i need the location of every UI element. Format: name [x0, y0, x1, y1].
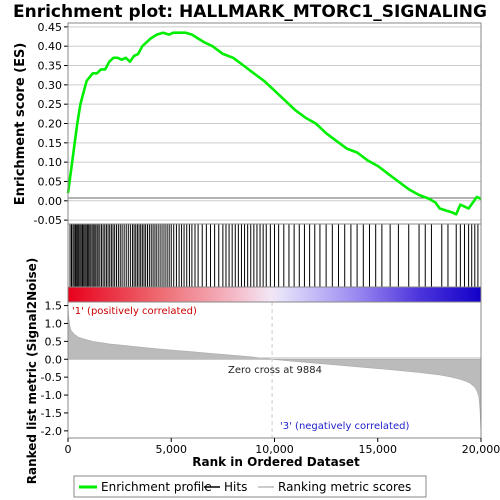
zero-cross-label: Zero cross at 9884	[228, 365, 322, 376]
ranking-x-ticks: 0 5,000 10,000 15,000 20,000	[65, 438, 500, 456]
ranking-y-axis-label: Ranked list metric (Signal2Noise)	[25, 258, 39, 485]
legend-box	[73, 475, 427, 498]
es-gridlines	[68, 26, 481, 221]
es-tick-label: 0.15	[38, 137, 63, 150]
positive-correlation-label: '1' (positively correlated)	[72, 306, 197, 317]
es-tick-label: 0.35	[38, 60, 63, 73]
es-tick-label: 0.45	[38, 21, 63, 34]
ranking-tick-label: 0.0	[45, 353, 63, 366]
ranking-tick-label: -1.5	[41, 407, 62, 420]
ranking-tick-label: 0.5	[45, 335, 63, 348]
ranking-panel: 1.5 1.0 0.5 0.0 -0.5 -1.0 -1.5 -2.0 0 5,000 10,00…	[25, 258, 500, 485]
es-tick-label: 0.10	[38, 156, 63, 169]
es-tick-label: 0.00	[38, 195, 63, 208]
hits-panel	[67, 223, 482, 288]
es-y-axis-label: Enrichment score (ES)	[13, 43, 28, 206]
hit-markers	[69, 224, 479, 287]
x-tick-label: 20,000	[462, 443, 500, 456]
ranking-tick-label: -0.5	[41, 371, 62, 384]
es-tick-label: 0.30	[38, 79, 63, 92]
chart-title: Enrichment plot: HALLMARK_MTORC1_SIGNALI…	[13, 2, 487, 22]
ranking-heat-bar	[67, 286, 482, 303]
es-tick-label: 0.20	[38, 118, 63, 131]
negative-correlation-label: '3' (negatively correlated)	[280, 421, 409, 432]
legend-metric-label: Ranking metric scores	[278, 480, 411, 494]
ranking-metric-area	[67, 305, 482, 437]
es-tick-label: 0.40	[38, 40, 63, 53]
ranking-y-ticks: 1.5 1.0 0.5 0.0 -0.5 -1.0 -1.5 -2.0	[41, 300, 68, 438]
x-axis-label: Rank in Ordered Dataset	[192, 455, 360, 469]
es-y-ticks: 0.45 0.40 0.35 0.30 0.25 0.20 0.15 0.10 0.05 0.00…	[34, 21, 68, 227]
es-tick-label: 0.05	[38, 175, 63, 188]
x-tick-label: 5,000	[156, 443, 188, 456]
ranking-tick-label: -1.0	[41, 389, 62, 402]
legend-hits-label: Hits	[224, 480, 247, 494]
enrichment-profile-line	[66, 31, 482, 216]
es-tick-label: 0.25	[38, 98, 63, 111]
legend: Enrichment profile Hits Ranking metric s…	[73, 475, 427, 498]
ranking-tick-label: 1.5	[45, 300, 63, 313]
es-panel: 0.45 0.40 0.35 0.30 0.25 0.20 0.15 0.10 0.05 0.00…	[13, 21, 482, 227]
legend-profile-label: Enrichment profile	[101, 480, 212, 494]
ranking-tick-label: -2.0	[41, 425, 62, 438]
x-tick-label: 10,000	[255, 443, 294, 456]
x-tick-label: 0	[65, 443, 72, 456]
es-tick-label: -0.05	[34, 214, 62, 227]
ranking-tick-label: 1.0	[45, 317, 63, 330]
x-tick-label: 15,000	[359, 443, 398, 456]
